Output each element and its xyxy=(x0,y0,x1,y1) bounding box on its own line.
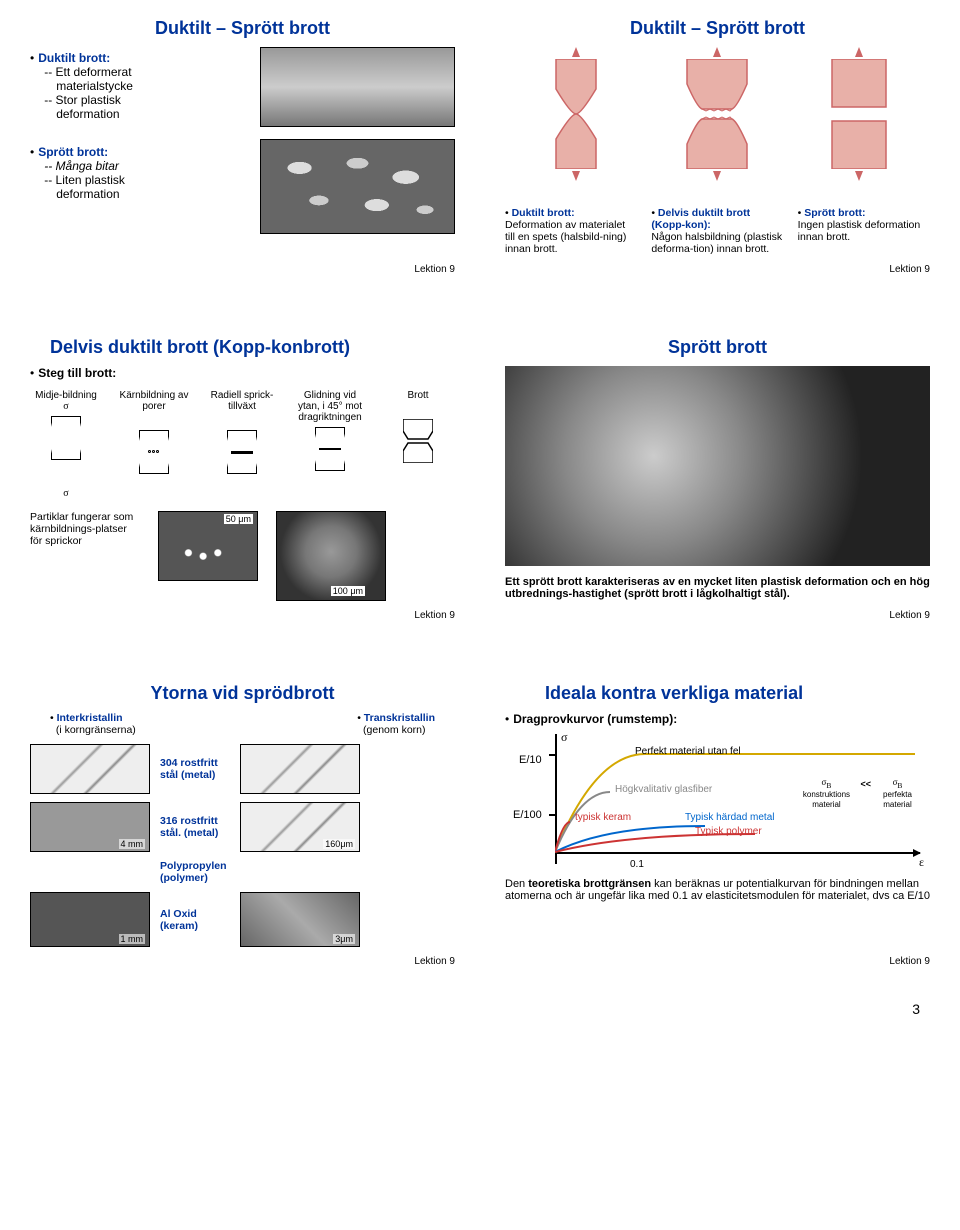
caption: Ett sprött brott karakteriseras av en my… xyxy=(505,576,930,600)
lecture-footer: Lektion 9 xyxy=(414,610,455,621)
slide-title: Ideala kontra verkliga material xyxy=(505,683,930,704)
slide-fracture-shapes: Duktilt – Sprött brott xyxy=(495,10,940,279)
slide-ideal-vs-real: Ideala kontra verkliga material •Dragpro… xyxy=(495,675,940,971)
lecture-footer: Lektion 9 xyxy=(889,264,930,275)
img-intergranular-316: 4 mm xyxy=(30,802,150,852)
step-shear: Glidning vid ytan, i 45° mot dragriktnin… xyxy=(294,390,366,499)
photo-brittle-steel xyxy=(505,366,930,566)
slide-title: Ytorna vid sprödbrott xyxy=(30,683,455,704)
lecture-footer: Lektion 9 xyxy=(889,956,930,967)
lecture-footer: Lektion 9 xyxy=(414,956,455,967)
caption-particles: Partiklar fungerar som kärnbildnings-pla… xyxy=(30,511,140,547)
img-transgranular-316: 160μm xyxy=(240,802,360,852)
slide-title: Sprött brott xyxy=(505,337,930,358)
slide-title: Duktilt – Sprött brott xyxy=(30,18,455,39)
slide-title: Delvis duktilt brott (Kopp-konbrott) xyxy=(30,337,455,358)
stress-strain-chart: σ E/10 E/100 Perfekt material utan fel H… xyxy=(505,734,930,864)
heading-ductile: Duktilt brott: xyxy=(38,51,133,65)
page-number: 3 xyxy=(20,1001,940,1017)
slide-cup-cone-steps: Delvis duktilt brott (Kopp-konbrott) •St… xyxy=(20,329,465,625)
slide-ductile-brittle-intro: Duktilt – Sprött brott • Duktilt brott: … xyxy=(20,10,465,279)
sem-image-particles: 50 μm xyxy=(158,511,258,581)
shape-ductile xyxy=(526,47,626,197)
photo-brittle-fragments xyxy=(260,139,455,234)
img-polypropylene: 1 mm xyxy=(30,892,150,947)
lecture-footer: Lektion 9 xyxy=(889,610,930,621)
shape-brittle xyxy=(809,47,909,197)
shape-cup-cone xyxy=(667,47,767,197)
sem-image-cup: 100 μm xyxy=(276,511,386,601)
step-void-nucleation: Kärnbildning av porer xyxy=(118,390,190,499)
img-intergranular-304 xyxy=(30,744,150,794)
step-necking: Midje-bildning σ σ xyxy=(30,390,102,499)
photo-ductile-specimen xyxy=(260,47,455,127)
step-crack-growth: Radiell sprick-tillväxt xyxy=(206,390,278,499)
img-transgranular-304 xyxy=(240,744,360,794)
slide-fracture-surfaces: Ytorna vid sprödbrott • Interkristallin … xyxy=(20,675,465,971)
heading-brittle: Sprött brott: xyxy=(38,145,125,159)
slide-brittle-photo: Sprött brott Ett sprött brott karakteris… xyxy=(495,329,940,625)
img-al-oxide: 3μm xyxy=(240,892,360,947)
caption: Den teoretiska brottgränsen kan beräknas… xyxy=(505,878,930,902)
slide-title: Duktilt – Sprött brott xyxy=(505,18,930,39)
step-fracture: Brott xyxy=(382,390,454,499)
lecture-footer: Lektion 9 xyxy=(414,264,455,275)
